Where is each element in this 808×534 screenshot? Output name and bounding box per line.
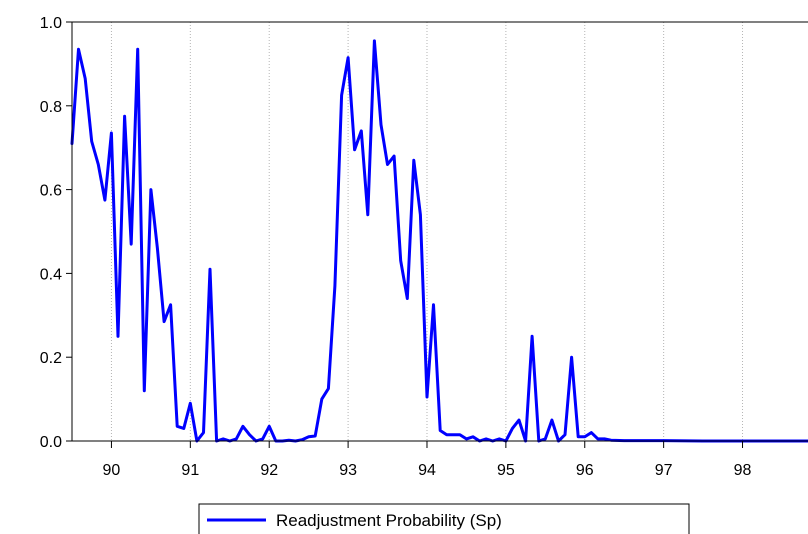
x-tick-label-95: 95 [497,462,515,479]
x-tick-label-93: 93 [339,462,357,479]
y-tick-label-0.0: 0.0 [40,434,62,451]
x-tick-label-92: 92 [260,462,278,479]
legend-box [198,503,690,534]
x-tick-label-91: 91 [181,462,199,479]
x-tick-label-96: 96 [576,462,594,479]
series-line-0 [70,39,808,443]
y-tick-label-0.4: 0.4 [40,266,62,283]
x-tick-label-98: 98 [734,462,752,479]
x-tick-label-94: 94 [418,462,436,479]
legend: Readjustment Probability (Sp) [198,503,690,534]
series-layer [70,39,808,443]
y-tick-label-0.8: 0.8 [40,99,62,116]
y-tick-label-1.0: 1.0 [40,15,62,32]
x-tick-label-97: 97 [655,462,673,479]
x-axis-ticks: 90 91 92 93 94 95 96 97 98 [103,441,752,479]
x-tick-label-90: 90 [103,462,121,479]
y-tick-label-0.2: 0.2 [40,350,62,367]
axes [71,21,808,442]
y-axis-ticks: 0.0 0.2 0.4 0.6 0.8 1.0 [40,15,72,451]
y-tick-label-0.6: 0.6 [40,183,62,200]
legend-label-readjustment-probability: Readjustment Probability (Sp) [276,511,502,530]
grid-lines [110,22,744,441]
